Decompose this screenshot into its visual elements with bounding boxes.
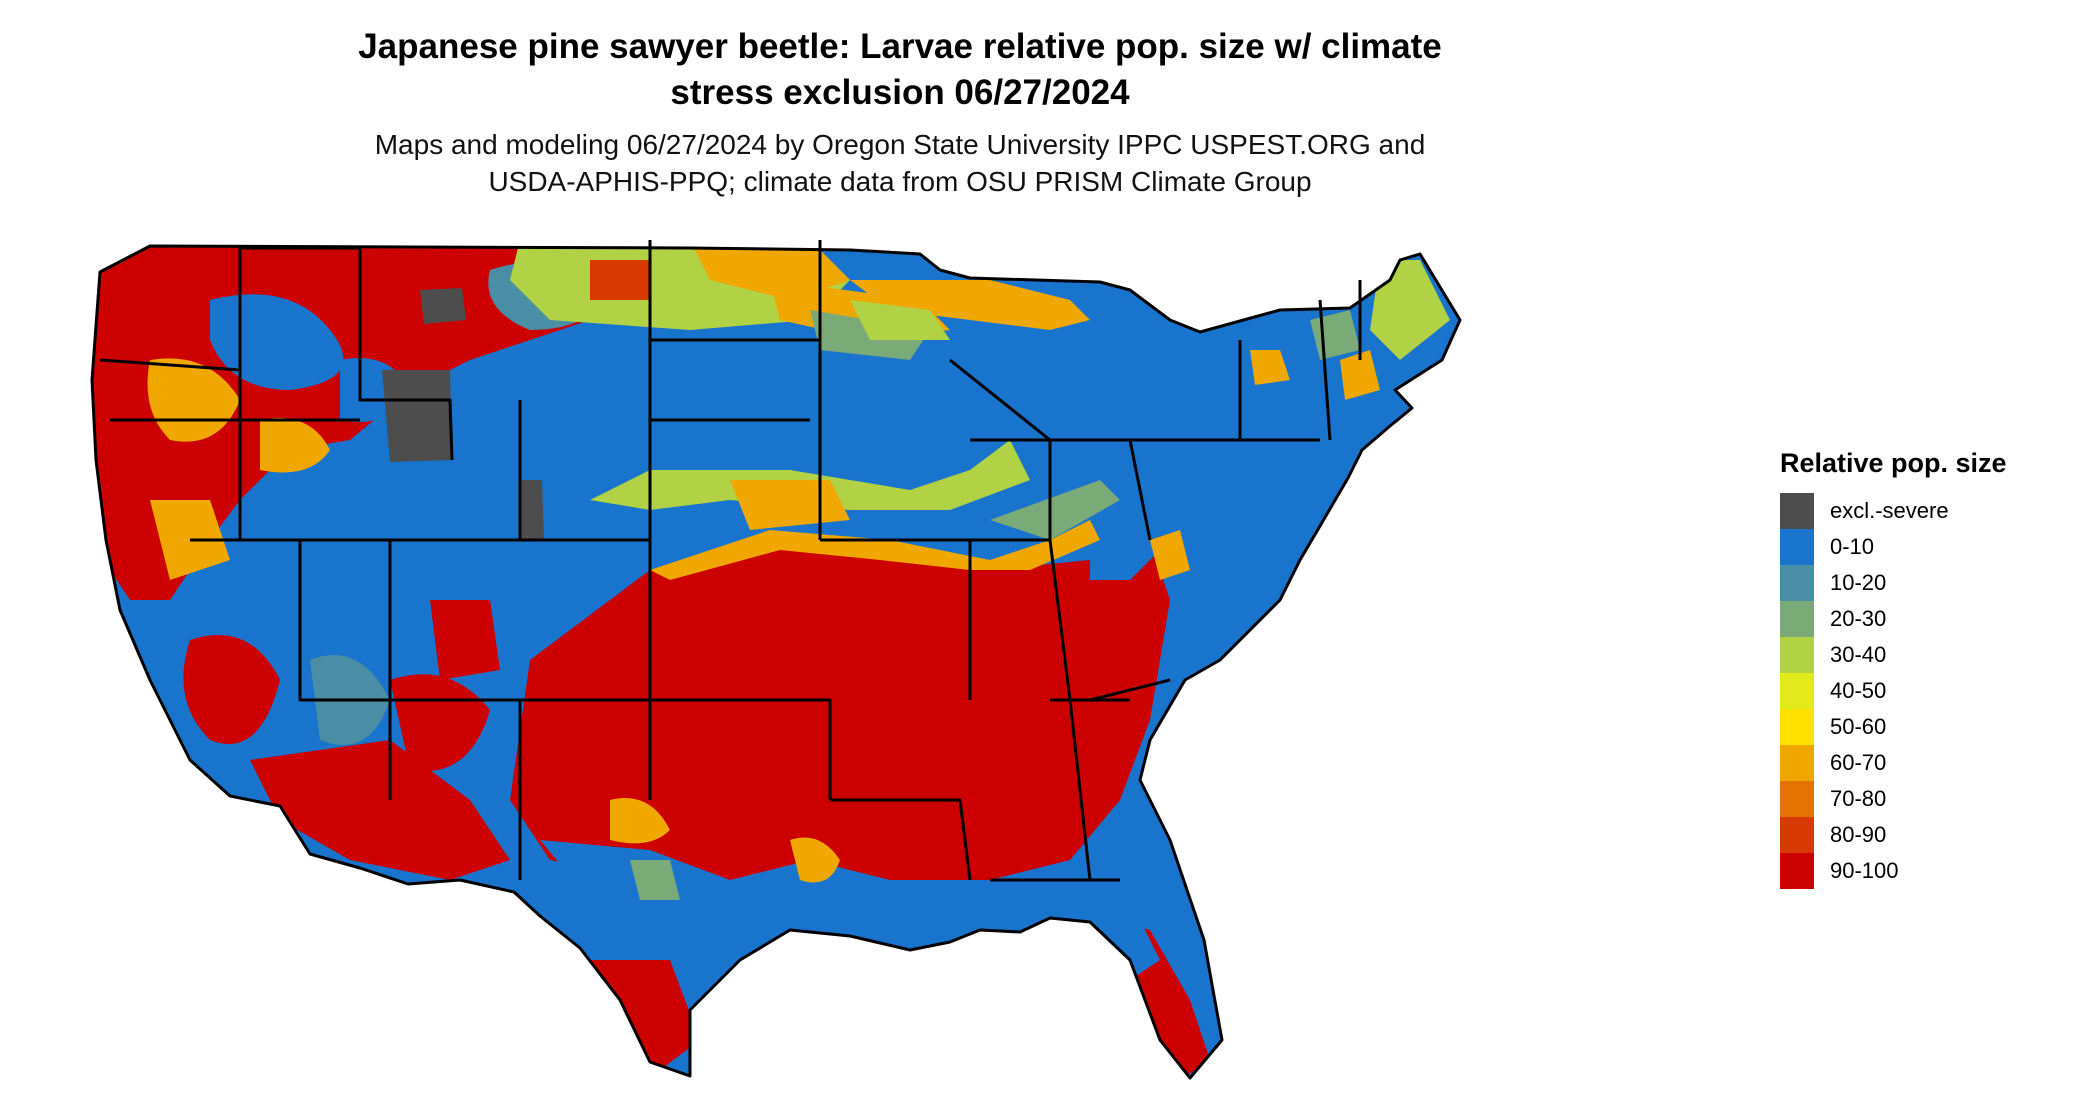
subtitle-line-1: Maps and modeling 06/27/2024 by Oregon S… <box>374 129 1426 160</box>
legend-item: 90-100 <box>1780 853 2007 889</box>
legend-item: 10-20 <box>1780 565 2007 601</box>
us-map <box>90 240 1462 1080</box>
legend-item: excl.-severe <box>1780 493 2007 529</box>
legend-swatch <box>1780 601 1814 637</box>
southwest <box>250 740 510 880</box>
legend-swatch <box>1780 817 1814 853</box>
legend-item: 70-80 <box>1780 781 2007 817</box>
legend-item: 0-10 <box>1780 529 2007 565</box>
legend-label: 40-50 <box>1830 678 1887 703</box>
title-line-2: stress exclusion 06/27/2024 <box>670 73 1130 112</box>
legend-swatch <box>1780 637 1814 673</box>
legend-item: 40-50 <box>1780 673 2007 709</box>
legend-item: 60-70 <box>1780 745 2007 781</box>
legend-label: 50-60 <box>1830 714 1887 739</box>
legend-swatch <box>1780 565 1814 601</box>
legend-label: excl.-severe <box>1830 498 1949 523</box>
relative-pop-size-raster <box>92 246 1460 1078</box>
title-line-1: Japanese pine sawyer beetle: Larvae rela… <box>358 27 1442 66</box>
legend-swatch <box>1780 673 1814 709</box>
legend-label: 0-10 <box>1830 534 1875 559</box>
legend-label: 30-40 <box>1830 642 1887 667</box>
legend-item: 50-60 <box>1780 709 2007 745</box>
legend-swatch <box>1780 493 1814 529</box>
wyoming-excluded <box>382 370 452 462</box>
upper-great-lakes <box>850 280 1090 330</box>
legend-label: 70-80 <box>1830 786 1887 811</box>
legend-label: 80-90 <box>1830 822 1887 847</box>
legend-label: 10-20 <box>1830 570 1887 595</box>
legend-swatch <box>1780 745 1814 781</box>
legend-item: 80-90 <box>1780 817 2007 853</box>
legend-label: 20-30 <box>1830 606 1887 631</box>
legend-item: 20-30 <box>1780 601 2007 637</box>
legend-swatch <box>1780 781 1814 817</box>
legend-swatch <box>1780 709 1814 745</box>
state-borders <box>90 240 1462 1080</box>
southern-plains <box>510 540 1170 880</box>
legend-title: Relative pop. size <box>1780 448 2007 478</box>
map-title: Japanese pine sawyer beetle: Larvae rela… <box>300 24 1500 116</box>
map-subtitle: Maps and modeling 06/27/2024 by Oregon S… <box>300 126 1500 200</box>
legend-label: 60-70 <box>1830 750 1887 775</box>
legend-swatch <box>1780 853 1814 889</box>
legend: Relative pop. size excl.-severe 0-10 10-20… <box>1780 448 2007 889</box>
subtitle-line-2: USDA-APHIS-PPQ; climate data from OSU PR… <box>488 166 1312 197</box>
legend-items: excl.-severe 0-10 10-20 20-30 30-40 40-50 50-6… <box>1780 493 2007 889</box>
legend-swatch <box>1780 529 1814 565</box>
legend-item: 30-40 <box>1780 637 2007 673</box>
legend-label: 90-100 <box>1830 858 1899 883</box>
